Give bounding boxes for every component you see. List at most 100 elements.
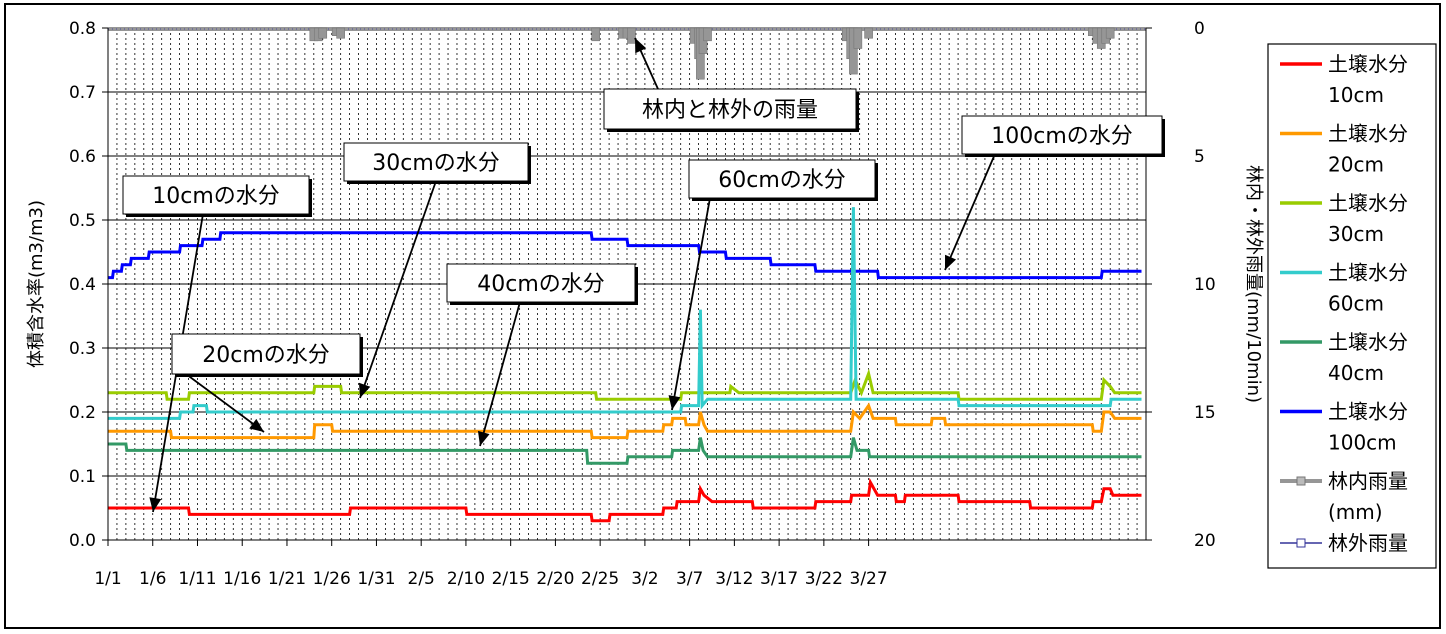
rain-bar: [849, 27, 858, 75]
callout-label: 林内と林外の雨量: [642, 98, 818, 123]
callout-box: [446, 263, 636, 303]
legend-item-1: 土壌水分 20cm: [1280, 122, 1408, 177]
series-line-s60: [108, 207, 1142, 420]
x-tick-label: 1/6: [139, 569, 166, 589]
callout-box: [122, 175, 310, 215]
legend-label-sub: 60cm: [1328, 292, 1384, 316]
legend-item-4: 土壌水分 40cm: [1280, 330, 1408, 385]
y-left-tick-label: 0.2: [69, 403, 96, 423]
rain-bar: [591, 27, 600, 42]
callout-box: [171, 333, 361, 375]
legend-item-5: 土壌水分 100cm: [1280, 400, 1408, 455]
series-line-s30: [108, 368, 1142, 401]
y-left-tick-label: 0.6: [69, 147, 96, 167]
callout-arrow-line: [479, 301, 521, 447]
legend-label-main: 土壌水分: [1328, 261, 1408, 285]
y-left-tick-label: 0.8: [69, 19, 96, 39]
legend-item-2: 土壌水分 30cm: [1280, 191, 1408, 246]
x-tick-label: 1/11: [178, 569, 216, 589]
legend-label-main: 土壌水分: [1328, 191, 1408, 215]
y-left-tick-label: 0.5: [69, 211, 96, 231]
series-line-s20: [108, 402, 1142, 440]
legend-item-0: 土壌水分 10cm: [1280, 52, 1408, 107]
callout-layer: 10cmの水分 20cmの水分 30cmの水分 40cmの水分 60cmの水分 100cm…: [122, 37, 1165, 513]
x-tick-label: 3/2: [631, 569, 658, 589]
x-tick-label: 3/7: [676, 569, 703, 589]
callout-label: 40cmの水分: [477, 272, 605, 297]
legend-item-7: 林外雨量: [1280, 531, 1408, 555]
callout-5: 100cmの水分: [944, 115, 1165, 271]
rain-bar: [703, 27, 712, 42]
series-layer: [108, 207, 1142, 523]
rain-bar: [1105, 27, 1115, 39]
callout-box: [343, 142, 529, 182]
callout-box: [603, 88, 857, 130]
callout-label: 20cmの水分: [202, 343, 330, 368]
legend-marker: [1296, 538, 1306, 548]
callout-label: 60cmの水分: [718, 168, 846, 193]
legend-label-sub: 20cm: [1328, 153, 1384, 177]
y-left-tick-label: 0.0: [69, 531, 96, 551]
callout-arrowhead: [945, 254, 957, 270]
callout-label: 100cmの水分: [991, 124, 1133, 149]
legend-label-main: 土壌水分: [1328, 52, 1408, 76]
y-axis-right-title: 林内・林外雨量(mm/10min): [1243, 165, 1264, 403]
callout-arrowhead: [149, 497, 162, 512]
callout-arrowhead: [249, 418, 264, 432]
callout-label: 30cmの水分: [372, 151, 500, 176]
series-line-s40: [108, 437, 1142, 465]
callout-1: 20cmの水分: [171, 333, 363, 433]
x-tick-label: 3/17: [760, 569, 798, 589]
callout-2: 30cmの水分: [343, 142, 531, 399]
legend-label-main: 土壌水分: [1328, 330, 1408, 354]
callout-label: 10cmの水分: [152, 184, 280, 209]
callout-box: [961, 115, 1163, 155]
series-line-s100: [108, 231, 1142, 280]
x-tick-label: 1/31: [357, 569, 395, 589]
y-right-tick-label: 5: [1194, 147, 1205, 167]
y-left-tick-label: 0.3: [69, 339, 96, 359]
rain-bar: [864, 27, 873, 39]
callout-arrow-line: [359, 180, 437, 399]
series-line-s10: [108, 477, 1142, 523]
x-tick-label: 2/15: [492, 569, 530, 589]
callout-4: 60cmの水分: [668, 159, 878, 411]
legend: 土壌水分 10cm 土壌水分 20cm 土壌水分 30cm 土壌水分 60cm 土壌水分 40cm…: [1267, 43, 1437, 569]
y-right-tick-label: 20: [1194, 531, 1216, 551]
x-tick-label: 2/25: [581, 569, 619, 589]
x-tick-label: 3/27: [850, 569, 888, 589]
callout-arrowhead: [668, 395, 681, 410]
legend-label-sub: (mm): [1328, 500, 1383, 524]
x-tick-label: 1/26: [313, 569, 351, 589]
x-tick-label: 1/1: [94, 569, 121, 589]
callout-arrowhead: [477, 430, 490, 446]
y-left-tick-label: 0.1: [69, 467, 96, 487]
y-right-tick-label: 10: [1194, 275, 1216, 295]
legend-marker: [1296, 476, 1306, 486]
callout-arrowhead: [635, 38, 647, 54]
axes-layer: 0.0 0.1 0.2 0.3 0.4 0.5 0.6 0.7 0.8 0 5 10 15 20 1/1 1/…: [26, 19, 1264, 589]
x-tick-label: 1/21: [268, 569, 306, 589]
y-left-tick-label: 0.7: [69, 83, 96, 103]
y-right-tick-label: 15: [1194, 403, 1216, 423]
legend-label-sub: 100cm: [1328, 431, 1397, 455]
x-tick-label: 2/20: [536, 569, 574, 589]
callout-box: [688, 159, 876, 199]
callout-arrow-line: [185, 373, 265, 433]
legend-label-main: 林内雨量: [1328, 469, 1408, 493]
callout-arrow-line: [671, 197, 711, 411]
rain-bar: [627, 27, 636, 44]
y-right-tick-label: 0: [1194, 19, 1205, 39]
callout-3: 40cmの水分: [446, 263, 638, 447]
legend-item-3: 土壌水分 60cm: [1280, 261, 1408, 316]
x-tick-label: 3/12: [715, 569, 753, 589]
legend-label-main: 林外雨量: [1328, 531, 1408, 555]
legend-label-main: 土壌水分: [1328, 122, 1408, 146]
rain-layer: [108, 27, 1146, 80]
x-tick-label: 3/22: [805, 569, 843, 589]
y-axis-left-title: 体積含水率(m3/m3): [26, 200, 47, 368]
callout-0: 10cmの水分: [122, 175, 312, 513]
rain-bar: [336, 27, 345, 39]
rain-bar: [853, 27, 863, 49]
